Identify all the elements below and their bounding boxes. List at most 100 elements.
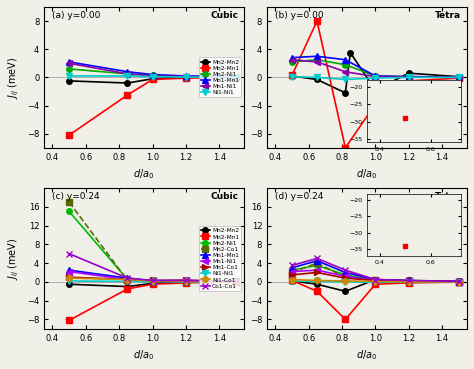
Mn2-Ni1 xyxy=(456,75,462,79)
Co1-Co1 xyxy=(289,263,295,268)
Line: Mn2-Mn2: Mn2-Mn2 xyxy=(66,279,238,289)
Ni1-Co1 xyxy=(125,277,130,282)
Line: Mn1-Co1: Mn1-Co1 xyxy=(66,275,238,284)
Mn2-Ni1 xyxy=(66,209,72,214)
Legend: Mn2-Mn2, Mn2-Mn1, Mn2-Ni1, Mn2-Co1, Mn1-Mn1, Mn1-Ni1, Mn1-Co1, Ni1-Ni1, Ni1-Co1,: Mn2-Mn2, Mn2-Mn1, Mn2-Ni1, Mn2-Co1, Mn1-… xyxy=(199,226,241,291)
Mn2-Mn2 xyxy=(183,75,189,79)
Mn1-Ni1 xyxy=(233,279,239,284)
Ni1-Ni1 xyxy=(406,280,411,284)
Mn1-Mn1 xyxy=(456,279,462,284)
Mn1-Co1 xyxy=(125,277,130,282)
Line: Mn2-Mn2: Mn2-Mn2 xyxy=(66,74,238,86)
Text: Tetra: Tetra xyxy=(435,11,461,20)
Mn2-Mn1 xyxy=(406,79,411,83)
Line: Mn2-Mn1: Mn2-Mn1 xyxy=(66,279,238,323)
Mn2-Mn1 xyxy=(343,317,348,322)
Line: Ni1-Ni1: Ni1-Ni1 xyxy=(289,74,462,82)
X-axis label: $d/a_0$: $d/a_0$ xyxy=(134,167,155,181)
Y-axis label: $J_{ij}$ (meV): $J_{ij}$ (meV) xyxy=(7,56,21,99)
X-axis label: $d/a_0$: $d/a_0$ xyxy=(356,167,378,181)
Ni1-Co1 xyxy=(289,277,295,282)
Ni1-Ni1 xyxy=(150,75,155,79)
Mn2-Ni1 xyxy=(456,279,462,284)
Mn2-Mn2 xyxy=(125,284,130,289)
Mn1-Ni1 xyxy=(125,277,130,282)
Co1-Co1 xyxy=(66,252,72,256)
Mn1-Co1 xyxy=(456,279,462,284)
Mn2-Ni1 xyxy=(150,278,155,283)
Line: Mn2-Mn2: Mn2-Mn2 xyxy=(289,277,462,294)
Mn1-Mn1 xyxy=(289,55,295,60)
Mn2-Mn1 xyxy=(66,133,72,137)
Mn2-Mn2 xyxy=(373,88,378,92)
Mn1-Ni1 xyxy=(125,72,130,76)
X-axis label: $d/a_0$: $d/a_0$ xyxy=(356,348,378,362)
Mn2-Mn1 xyxy=(456,280,462,284)
Mn2-Ni1 xyxy=(289,268,295,272)
Mn2-Co1 xyxy=(125,278,130,283)
Line: Ni1-Ni1: Ni1-Ni1 xyxy=(66,73,238,80)
Mn2-Co1 xyxy=(289,270,295,275)
Ni1-Ni1 xyxy=(150,279,155,284)
Ni1-Ni1 xyxy=(66,74,72,78)
Co1-Co1 xyxy=(406,278,411,283)
Y-axis label: $J_{ij}$ (meV): $J_{ij}$ (meV) xyxy=(7,237,21,280)
Mn2-Mn1 xyxy=(125,93,130,97)
Mn2-Mn2 xyxy=(233,279,239,284)
Co1-Co1 xyxy=(456,279,462,284)
Mn1-Ni1 xyxy=(314,268,320,272)
Line: Mn1-Mn1: Mn1-Mn1 xyxy=(289,54,462,80)
Mn1-Mn1 xyxy=(66,60,72,64)
Mn1-Ni1 xyxy=(183,75,189,79)
Ni1-Co1 xyxy=(373,279,378,284)
Mn1-Co1 xyxy=(314,270,320,275)
Mn2-Ni1 xyxy=(373,278,378,283)
Ni1-Ni1 xyxy=(289,75,295,79)
Co1-Co1 xyxy=(343,268,348,272)
Line: Ni1-Ni1: Ni1-Ni1 xyxy=(66,278,238,284)
Ni1-Ni1 xyxy=(183,75,189,79)
Mn1-Mn1 xyxy=(66,268,72,272)
Ni1-Ni1 xyxy=(456,75,462,80)
Mn1-Ni1 xyxy=(456,75,462,79)
Line: Mn2-Co1: Mn2-Co1 xyxy=(66,199,238,284)
Mn2-Mn1 xyxy=(150,77,155,82)
Mn1-Ni1 xyxy=(406,279,411,283)
Mn2-Mn1 xyxy=(183,76,189,80)
Mn2-Mn2 xyxy=(456,75,462,79)
Mn2-Mn1 xyxy=(289,278,295,283)
Mn1-Ni1 xyxy=(150,74,155,78)
X-axis label: $d/a_0$: $d/a_0$ xyxy=(134,348,155,362)
Mn2-Ni1 xyxy=(289,60,295,64)
Mn2-Ni1 xyxy=(343,273,348,277)
Mn2-Co1 xyxy=(373,278,378,283)
Mn2-Mn2 xyxy=(456,279,462,284)
Line: Mn1-Co1: Mn1-Co1 xyxy=(289,270,462,284)
Ni1-Ni1 xyxy=(373,280,378,284)
Mn1-Mn1 xyxy=(183,278,189,283)
Text: Tetra: Tetra xyxy=(435,192,461,201)
Ni1-Co1 xyxy=(343,279,348,283)
Mn1-Mn1 xyxy=(314,259,320,263)
Line: Mn1-Ni1: Mn1-Ni1 xyxy=(66,269,238,284)
Mn2-Mn2 xyxy=(373,277,378,282)
Mn1-Mn1 xyxy=(406,279,411,283)
Mn1-Mn1 xyxy=(343,58,348,62)
Mn1-Mn1 xyxy=(150,279,155,283)
Mn2-Mn2 xyxy=(406,71,411,75)
Text: Cubic: Cubic xyxy=(210,192,238,201)
Mn1-Ni1 xyxy=(150,279,155,283)
Mn2-Ni1 xyxy=(373,74,378,78)
Mn2-Mn1 xyxy=(233,75,239,80)
Mn2-Ni1 xyxy=(183,75,189,79)
Mn2-Mn1 xyxy=(373,282,378,286)
Mn1-Co1 xyxy=(289,273,295,277)
Ni1-Co1 xyxy=(314,278,320,283)
Mn1-Mn1 xyxy=(125,69,130,74)
Co1-Co1 xyxy=(125,276,130,280)
Line: Mn2-Ni1: Mn2-Ni1 xyxy=(289,263,462,284)
Co1-Co1 xyxy=(373,277,378,282)
Line: Ni1-Co1: Ni1-Co1 xyxy=(66,275,238,284)
Ni1-Ni1 xyxy=(183,280,189,284)
Mn1-Ni1 xyxy=(289,58,295,62)
